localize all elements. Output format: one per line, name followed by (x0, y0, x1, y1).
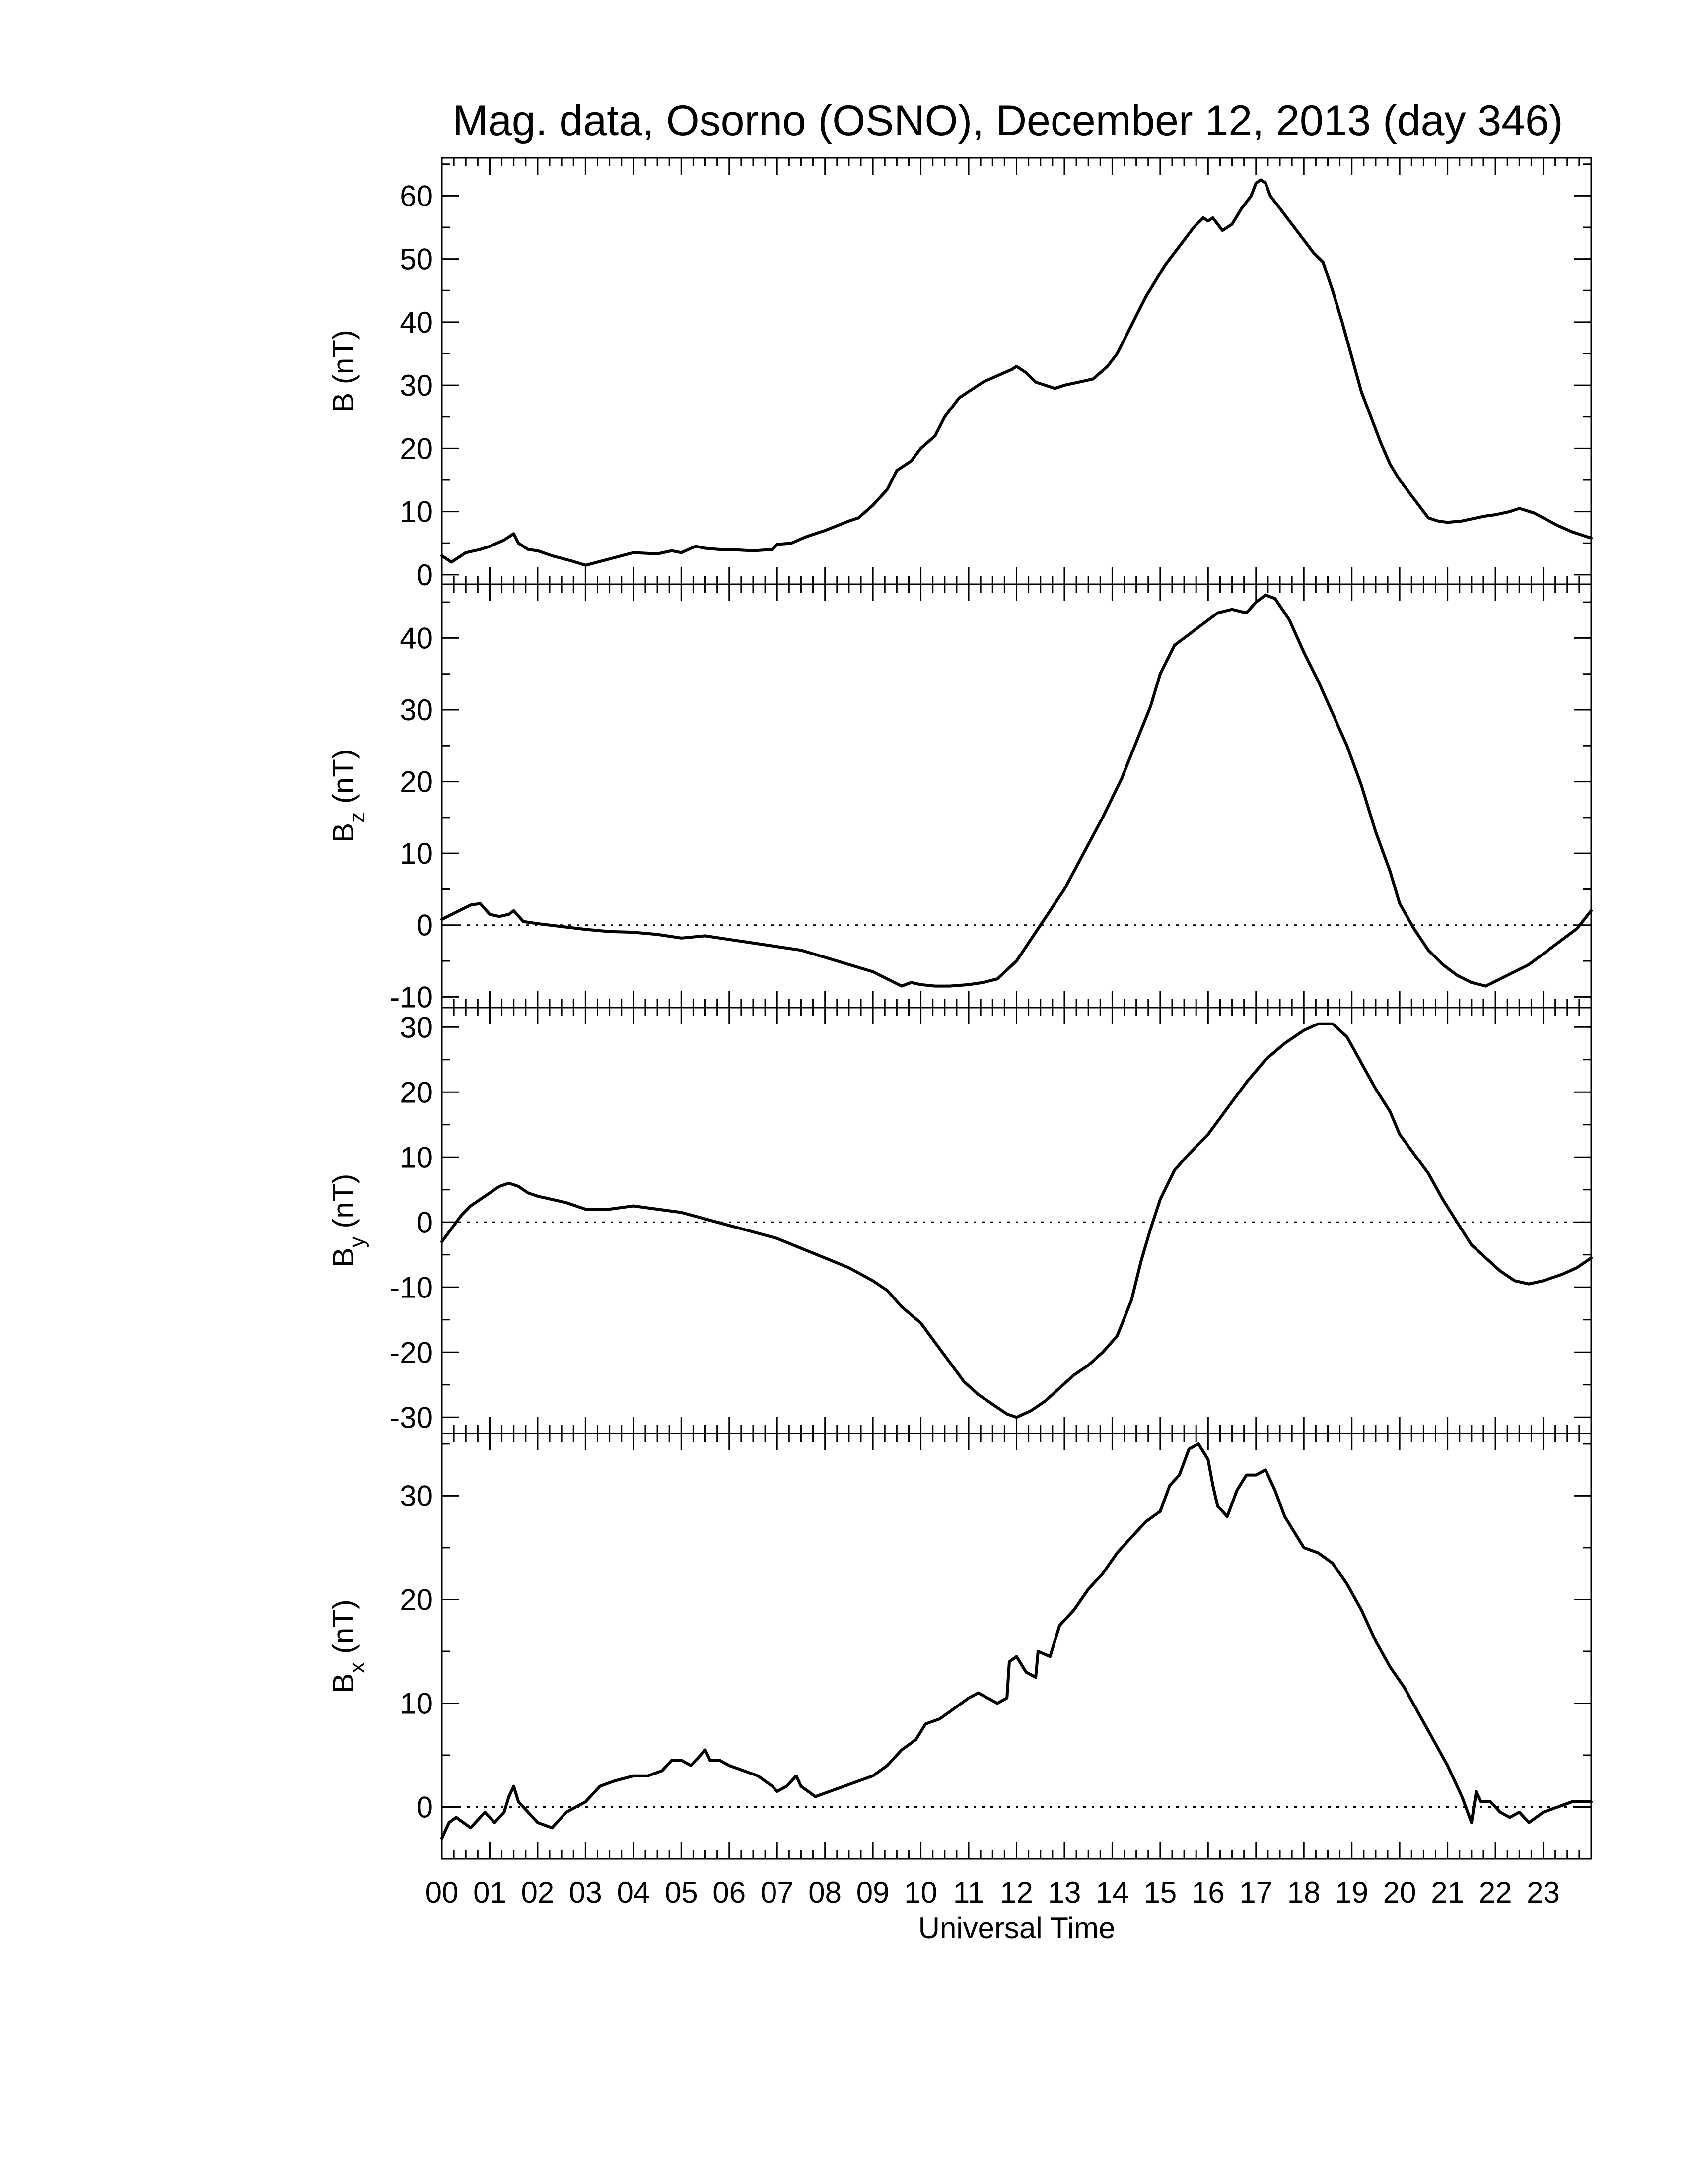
y-ticks (442, 163, 1591, 576)
y-tick-label: 0 (417, 558, 433, 592)
y-tick-label: 20 (400, 1076, 433, 1109)
y-tick-label: 10 (400, 495, 433, 529)
y-ticks (442, 601, 1591, 998)
x-tick-label: 02 (521, 1876, 555, 1909)
x-tick-label: 14 (1096, 1876, 1129, 1909)
x-tick-label: 15 (1144, 1876, 1177, 1909)
x-ticks (441, 158, 1592, 584)
x-ticks (441, 1008, 1592, 1433)
y-tick-label: 60 (400, 179, 433, 212)
y-tick-label: 50 (400, 243, 433, 276)
x-tick-label: 11 (953, 1876, 984, 1909)
y-tick-label: -30 (390, 1401, 433, 1434)
data-trace (440, 178, 1593, 567)
x-tick-label: 12 (1000, 1876, 1033, 1909)
panel-2: -10 0 10 20 30 40 Bz (nT) (327, 583, 1593, 1014)
y-tick-label: 30 (400, 369, 433, 402)
y-axis-label: Bz (nT) (327, 749, 369, 843)
x-axis-label: Universal Time (918, 1911, 1116, 1945)
x-tick-label: 20 (1383, 1876, 1416, 1909)
x-tick-label: 01 (473, 1876, 506, 1909)
panel-4: 0 10 20 30 Bx (nT) (327, 1433, 1593, 1860)
y-tick-label: 0 (417, 1206, 433, 1239)
panel-1: 0 10 20 30 40 50 60 B (nT) (327, 157, 1593, 592)
x-tick-label: 21 (1431, 1876, 1464, 1909)
x-tick-label: 00 (425, 1876, 459, 1909)
data-trace (440, 1022, 1593, 1419)
y-tick-label: 10 (400, 837, 433, 870)
y-tick-label: -10 (390, 980, 433, 1014)
x-tick-label: 04 (617, 1876, 650, 1909)
x-ticks (441, 1433, 1592, 1859)
x-tick-label: 08 (808, 1876, 842, 1909)
data-trace (440, 1442, 1593, 1840)
y-tick-label: -10 (390, 1271, 433, 1304)
x-tick-label: 18 (1287, 1876, 1321, 1909)
x-tick-label: 10 (904, 1876, 937, 1909)
x-ticks (441, 584, 1592, 1008)
y-axis-label: Bx (nT) (327, 1599, 369, 1693)
data-trace (440, 593, 1593, 988)
y-tick-label: 30 (400, 1479, 433, 1512)
x-tick-label: 22 (1479, 1876, 1512, 1909)
y-tick-label: 20 (400, 765, 433, 799)
x-tick-labels: 00 01 02 03 04 05 06 07 08 09 10 11 12 13 14 15 16 17 18 19… (425, 1876, 1560, 1909)
y-tick-label: 40 (400, 306, 433, 339)
x-tick-label: 03 (569, 1876, 602, 1909)
y-tick-label: 40 (400, 621, 433, 655)
y-tick-label: 30 (400, 1011, 433, 1044)
x-tick-label: 06 (712, 1876, 746, 1909)
y-tick-label: 10 (400, 1141, 433, 1174)
x-tick-label: 16 (1192, 1876, 1225, 1909)
figure-title: Mag. data, Osorno (OSNO), December 12, 2… (452, 97, 1563, 144)
y-ticks (442, 1026, 1591, 1418)
y-axis-label: B (nT) (327, 330, 360, 412)
x-tick-label: 13 (1048, 1876, 1081, 1909)
x-tick-label: 09 (856, 1876, 890, 1909)
y-tick-label: 20 (400, 432, 433, 465)
y-tick-label: -20 (390, 1336, 433, 1369)
x-tick-label: 19 (1335, 1876, 1368, 1909)
y-tick-label: 20 (400, 1583, 433, 1616)
y-tick-label: 10 (400, 1687, 433, 1720)
y-tick-label: 30 (400, 693, 433, 727)
y-axis-label: By (nT) (327, 1174, 369, 1268)
y-tick-label: 0 (417, 909, 433, 942)
y-ticks (442, 1443, 1591, 1860)
x-tick-label: 07 (761, 1876, 794, 1909)
x-tick-label: 23 (1527, 1876, 1560, 1909)
y-tick-label: 0 (417, 1790, 433, 1824)
x-tick-label: 05 (665, 1876, 698, 1909)
x-tick-label: 17 (1239, 1876, 1272, 1909)
